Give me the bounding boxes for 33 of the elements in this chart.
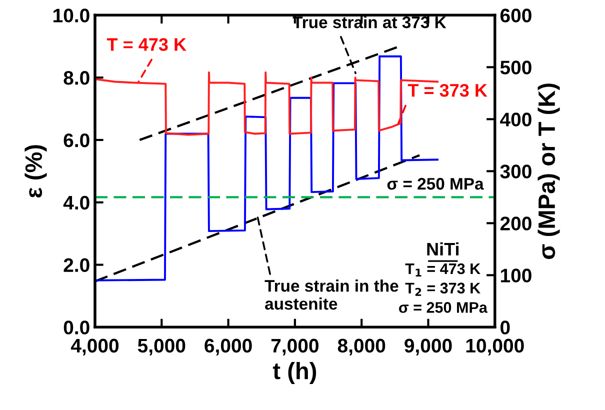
x-tick-label: 10,000	[466, 338, 524, 356]
x-tick-label: 8,000	[338, 338, 386, 356]
y2-tick-label: 300	[500, 164, 532, 178]
x-tick-label: 5,000	[138, 338, 186, 356]
annotation: True strain in the austenite	[264, 280, 398, 310]
annotation: T$_{1}$ = 473 K	[405, 263, 480, 277]
x-tick-label: 9,000	[404, 338, 452, 356]
annotation: T$_{2}$ = 373 K	[405, 282, 480, 296]
y2-tick-label: 200	[500, 216, 532, 230]
annotation: NiTi	[427, 242, 459, 256]
y2-tick-label: 0	[500, 320, 510, 334]
y2-tick-label: 400	[500, 112, 532, 126]
annotation: T = 473 K	[106, 38, 186, 51]
y2-tick-label: 100	[500, 268, 532, 282]
x-axis-title: t (h)	[272, 362, 316, 384]
line-series	[94, 71, 439, 136]
x-tick-label: 4,000	[70, 338, 119, 356]
annotation: T = 373 K	[408, 84, 488, 97]
y-axis-title: ε (%)	[24, 145, 47, 198]
x-tick-label: 7,000	[271, 338, 318, 356]
y2-axis-title: σ (MPa) or T (K)	[538, 84, 560, 259]
y2-tick-label: 500	[500, 60, 532, 74]
y-tick-label: 6.0	[64, 133, 90, 148]
y-tick-label: 0.0	[64, 320, 90, 334]
y-tick-label: 8.0	[64, 71, 90, 85]
annotation: σ = 250 MPa	[398, 302, 488, 313]
y-tick-label: 2.0	[64, 258, 90, 272]
ref-line-label: σ = 250 MPa	[387, 178, 484, 190]
y-tick-label: 10.0	[54, 8, 90, 22]
x-tick-label: 6,000	[204, 338, 252, 356]
annotation: True strain at 373 K	[292, 16, 446, 28]
y2-tick-label: 600	[500, 8, 532, 22]
y-tick-label: 4.0	[63, 196, 90, 210]
